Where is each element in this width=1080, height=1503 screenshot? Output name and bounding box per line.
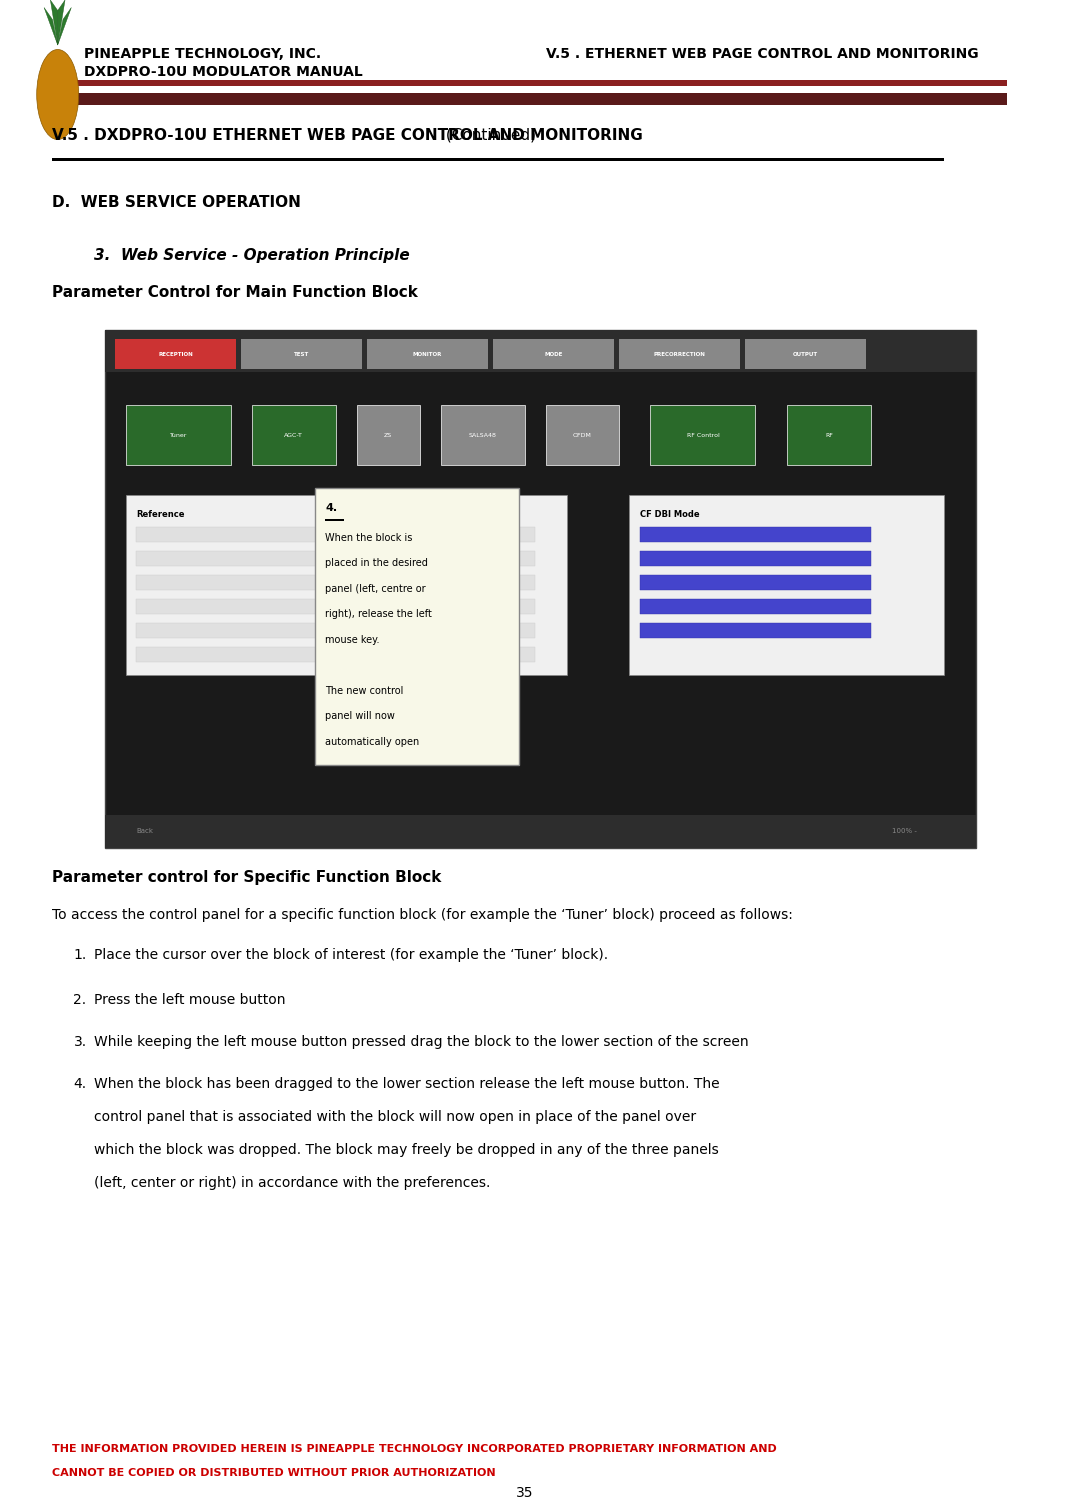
Bar <box>640 622 870 637</box>
Text: RF Control: RF Control <box>687 433 719 437</box>
Text: 2.: 2. <box>73 993 86 1007</box>
Text: RF: RF <box>825 433 833 437</box>
Text: Back: Back <box>136 828 153 834</box>
Text: 100% -: 100% - <box>892 828 917 834</box>
Text: 3.  Web Service - Operation Principle: 3. Web Service - Operation Principle <box>94 248 410 263</box>
Text: Place the cursor over the block of interest (for example the ‘Tuner’ block).: Place the cursor over the block of inter… <box>94 948 608 962</box>
Bar <box>494 340 613 370</box>
Text: While keeping the left mouse button pressed drag the block to the lower section : While keeping the left mouse button pres… <box>94 1036 750 1049</box>
Text: 1.: 1. <box>73 948 86 962</box>
Bar <box>136 550 535 565</box>
Text: MONITOR: MONITOR <box>413 352 442 356</box>
Text: OFDM: OFDM <box>572 433 592 437</box>
Bar <box>650 406 755 464</box>
Text: DRAFT: DRAFT <box>436 397 864 744</box>
Bar <box>105 331 975 848</box>
Text: Parameter control for Specific Function Block: Parameter control for Specific Function … <box>53 870 442 885</box>
Bar <box>640 526 870 541</box>
Bar <box>136 622 535 637</box>
Text: 35: 35 <box>516 1485 534 1500</box>
Bar <box>745 340 865 370</box>
Text: RECEPTION: RECEPTION <box>159 352 193 356</box>
Text: TEST: TEST <box>294 352 309 356</box>
Bar <box>367 340 488 370</box>
Text: Press the left mouse button: Press the left mouse button <box>94 993 286 1007</box>
Bar <box>252 406 336 464</box>
Text: (left, center or right) in accordance with the preferences.: (left, center or right) in accordance wi… <box>94 1177 490 1190</box>
Text: OUTPUT: OUTPUT <box>793 352 818 356</box>
Bar <box>126 406 231 464</box>
Text: V.5 . ETHERNET WEB PAGE CONTROL AND MONITORING: V.5 . ETHERNET WEB PAGE CONTROL AND MONI… <box>545 47 978 60</box>
Bar <box>136 598 535 613</box>
Bar <box>241 340 362 370</box>
Text: Parameter Control for Main Function Block: Parameter Control for Main Function Bloc… <box>53 286 418 301</box>
Text: When the block has been dragged to the lower section release the left mouse butt: When the block has been dragged to the l… <box>94 1078 720 1091</box>
Text: control panel that is associated with the block will now open in place of the pa: control panel that is associated with th… <box>94 1111 697 1124</box>
Bar <box>640 550 870 565</box>
Text: The new control: The new control <box>325 685 404 696</box>
Bar <box>116 340 237 370</box>
Text: CF DBI Mode: CF DBI Mode <box>640 510 700 519</box>
Text: right), release the left: right), release the left <box>325 609 432 619</box>
Text: ZS: ZS <box>384 433 392 437</box>
Text: THE INFORMATION PROVIDED HEREIN IS PINEAPPLE TECHNOLOGY INCORPORATED PROPRIETARY: THE INFORMATION PROVIDED HEREIN IS PINEA… <box>53 1443 778 1453</box>
Bar <box>42 93 1008 105</box>
Polygon shape <box>57 0 65 45</box>
Bar <box>545 406 619 464</box>
Bar <box>126 494 567 675</box>
Bar <box>136 526 535 541</box>
Text: placed in the desired: placed in the desired <box>325 558 428 568</box>
Bar <box>787 406 870 464</box>
Bar <box>42 80 1008 86</box>
Bar <box>640 598 870 613</box>
Text: To access the control panel for a specific function block (for example the ‘Tune: To access the control panel for a specif… <box>53 908 794 921</box>
Bar <box>53 158 944 161</box>
Bar <box>630 494 944 675</box>
Bar <box>441 406 525 464</box>
Polygon shape <box>44 8 57 45</box>
Text: DXDPRO-10U MODULATOR MANUAL: DXDPRO-10U MODULATOR MANUAL <box>84 65 363 78</box>
Bar <box>356 406 420 464</box>
Bar <box>619 340 740 370</box>
Text: AGC-T: AGC-T <box>284 433 303 437</box>
Text: 4.: 4. <box>325 502 337 513</box>
Text: mouse key.: mouse key. <box>325 634 380 645</box>
Polygon shape <box>51 0 57 45</box>
Text: 3.: 3. <box>73 1036 86 1049</box>
Bar <box>640 574 870 589</box>
Text: CANNOT BE COPIED OR DISTRIBUTED WITHOUT PRIOR AUTHORIZATION: CANNOT BE COPIED OR DISTRIBUTED WITHOUT … <box>53 1467 496 1477</box>
Text: 4.: 4. <box>73 1078 86 1091</box>
Text: PRECORRECTION: PRECORRECTION <box>653 352 705 356</box>
Text: panel (left, centre or: panel (left, centre or <box>325 583 426 594</box>
Text: SALSA48: SALSA48 <box>469 433 497 437</box>
Ellipse shape <box>37 50 79 140</box>
Polygon shape <box>57 8 71 45</box>
Bar <box>136 574 535 589</box>
Bar <box>136 646 535 661</box>
Text: When the block is: When the block is <box>325 532 413 543</box>
Text: panel will now: panel will now <box>325 711 395 721</box>
Text: automatically open: automatically open <box>325 736 419 747</box>
Bar <box>105 815 975 848</box>
Text: MODE: MODE <box>544 352 563 356</box>
FancyBboxPatch shape <box>314 487 519 765</box>
Text: Tuner: Tuner <box>170 433 187 437</box>
Text: which the block was dropped. The block may freely be dropped in any of the three: which the block was dropped. The block m… <box>94 1144 719 1157</box>
Text: V.5 . DXDPRO-10U ETHERNET WEB PAGE CONTROL AND MONITORING: V.5 . DXDPRO-10U ETHERNET WEB PAGE CONTR… <box>53 128 644 143</box>
Bar <box>105 331 975 373</box>
Text: (Continued): (Continued) <box>441 128 536 143</box>
Text: D.  WEB SERVICE OPERATION: D. WEB SERVICE OPERATION <box>53 195 301 210</box>
Text: PINEAPPLE TECHNOLOGY, INC.: PINEAPPLE TECHNOLOGY, INC. <box>84 47 321 60</box>
Text: Reference: Reference <box>136 510 185 519</box>
